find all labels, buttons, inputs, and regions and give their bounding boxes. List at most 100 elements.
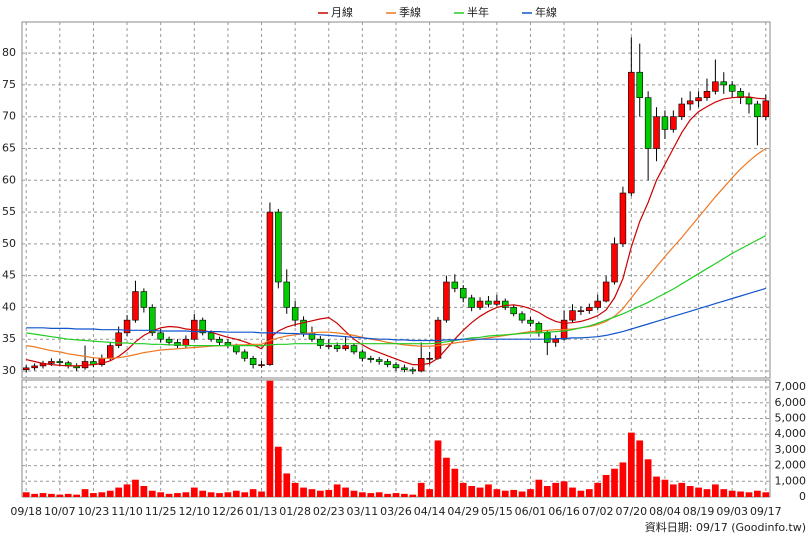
candle-body <box>485 300 492 305</box>
candle-body <box>123 319 131 334</box>
volume-bar <box>266 380 274 497</box>
candle-body <box>409 369 417 372</box>
volume-bar <box>392 493 400 497</box>
volume-bar <box>552 482 560 497</box>
volume-bar <box>39 493 47 497</box>
volume-bar <box>300 487 307 497</box>
volume-bar <box>653 476 660 497</box>
candle-body <box>107 345 114 359</box>
candle-body <box>451 281 459 289</box>
volume-bar <box>501 490 509 497</box>
y2-tick-label: 5,000 <box>775 411 807 424</box>
candle-body <box>157 332 164 340</box>
volume-bar <box>443 457 450 497</box>
volume-bar <box>644 459 652 497</box>
volume-bar <box>384 493 391 497</box>
volume-bar <box>611 468 618 497</box>
legend-label: 月線 <box>331 5 353 19</box>
y2-tick-label: 3,000 <box>775 443 807 456</box>
candle-body <box>258 364 265 366</box>
volume-bar <box>165 493 173 497</box>
volume-bar <box>720 489 728 497</box>
volume-bar <box>132 479 139 497</box>
legend-label: 季線 <box>399 5 421 19</box>
volume-bar <box>754 490 761 497</box>
x-tick-label: 02/23 <box>313 505 345 518</box>
candle-body <box>333 345 341 350</box>
volume-bar <box>686 486 694 497</box>
y2-tick-label: 2,000 <box>775 459 807 472</box>
candle-body <box>695 97 702 102</box>
candle-body <box>233 345 240 353</box>
candle-body <box>745 97 753 105</box>
y2-tick-label: 1,000 <box>775 474 807 487</box>
candle-body <box>249 357 257 365</box>
volume-bar <box>535 479 543 497</box>
volume-bar <box>459 482 467 497</box>
volume-bar <box>258 491 265 497</box>
candle-body <box>375 359 383 362</box>
volume-bar <box>401 493 408 497</box>
candle-body <box>762 100 770 118</box>
y-tick-label: 30 <box>2 364 16 377</box>
x-tick-label: 03/26 <box>380 505 412 518</box>
candle-body <box>459 288 467 299</box>
volume-bar <box>602 475 610 497</box>
candle-body <box>325 345 333 347</box>
candle-body <box>182 338 190 346</box>
candle-body <box>266 211 274 365</box>
candle-body <box>586 307 593 311</box>
candle-body <box>502 300 509 308</box>
x-tick-label: 11/25 <box>145 505 177 518</box>
y-tick-label: 65 <box>2 142 16 155</box>
candle-body <box>216 338 223 343</box>
legend-label: 年線 <box>535 5 557 19</box>
volume-bar <box>98 492 106 497</box>
y-tick-label: 60 <box>2 173 16 186</box>
candle-body <box>611 243 618 283</box>
ma-line <box>26 96 766 367</box>
volume-bar <box>207 492 215 497</box>
volume-bar <box>527 489 534 497</box>
candle-body <box>174 342 181 346</box>
volume-bar <box>375 492 383 497</box>
candle-body <box>384 361 391 365</box>
candle-body <box>426 357 433 360</box>
ma-line <box>26 235 767 347</box>
volume-bar <box>577 490 585 497</box>
volume-bar <box>157 492 165 497</box>
volume-bar <box>115 487 123 497</box>
candle-body <box>754 103 761 118</box>
legend-label: 半年 <box>467 5 489 19</box>
candle-body <box>207 332 215 340</box>
x-tick-label: 01/13 <box>246 505 278 518</box>
volume-bar <box>678 482 686 497</box>
y-tick-label: 80 <box>2 46 16 59</box>
volume-bar <box>619 462 627 497</box>
volume-bar <box>434 440 442 497</box>
candle-body <box>392 364 400 369</box>
candle-body <box>712 81 719 92</box>
volume-bar <box>174 493 181 497</box>
candle-body <box>728 84 736 92</box>
volume-bar <box>325 489 333 497</box>
candle-body <box>283 281 290 308</box>
volume-bar <box>476 487 484 497</box>
volume-bar <box>762 492 770 497</box>
volume-bar <box>291 482 299 497</box>
x-tick-label: 08/04 <box>649 505 681 518</box>
x-tick-label: 09/03 <box>716 505 748 518</box>
x-tick-label: 10/07 <box>44 505 76 518</box>
volume-bar <box>283 473 291 497</box>
candle-body <box>686 100 694 105</box>
volume-bar <box>148 490 156 497</box>
candle-body <box>737 90 744 98</box>
volume-bar <box>359 492 366 497</box>
candle-body <box>359 351 366 359</box>
volume-bar <box>737 491 744 497</box>
volume-bar <box>510 489 518 497</box>
volume-bar <box>73 494 80 497</box>
candle-body <box>552 338 559 343</box>
volume-bar <box>594 482 602 497</box>
volume-bar <box>81 489 89 497</box>
